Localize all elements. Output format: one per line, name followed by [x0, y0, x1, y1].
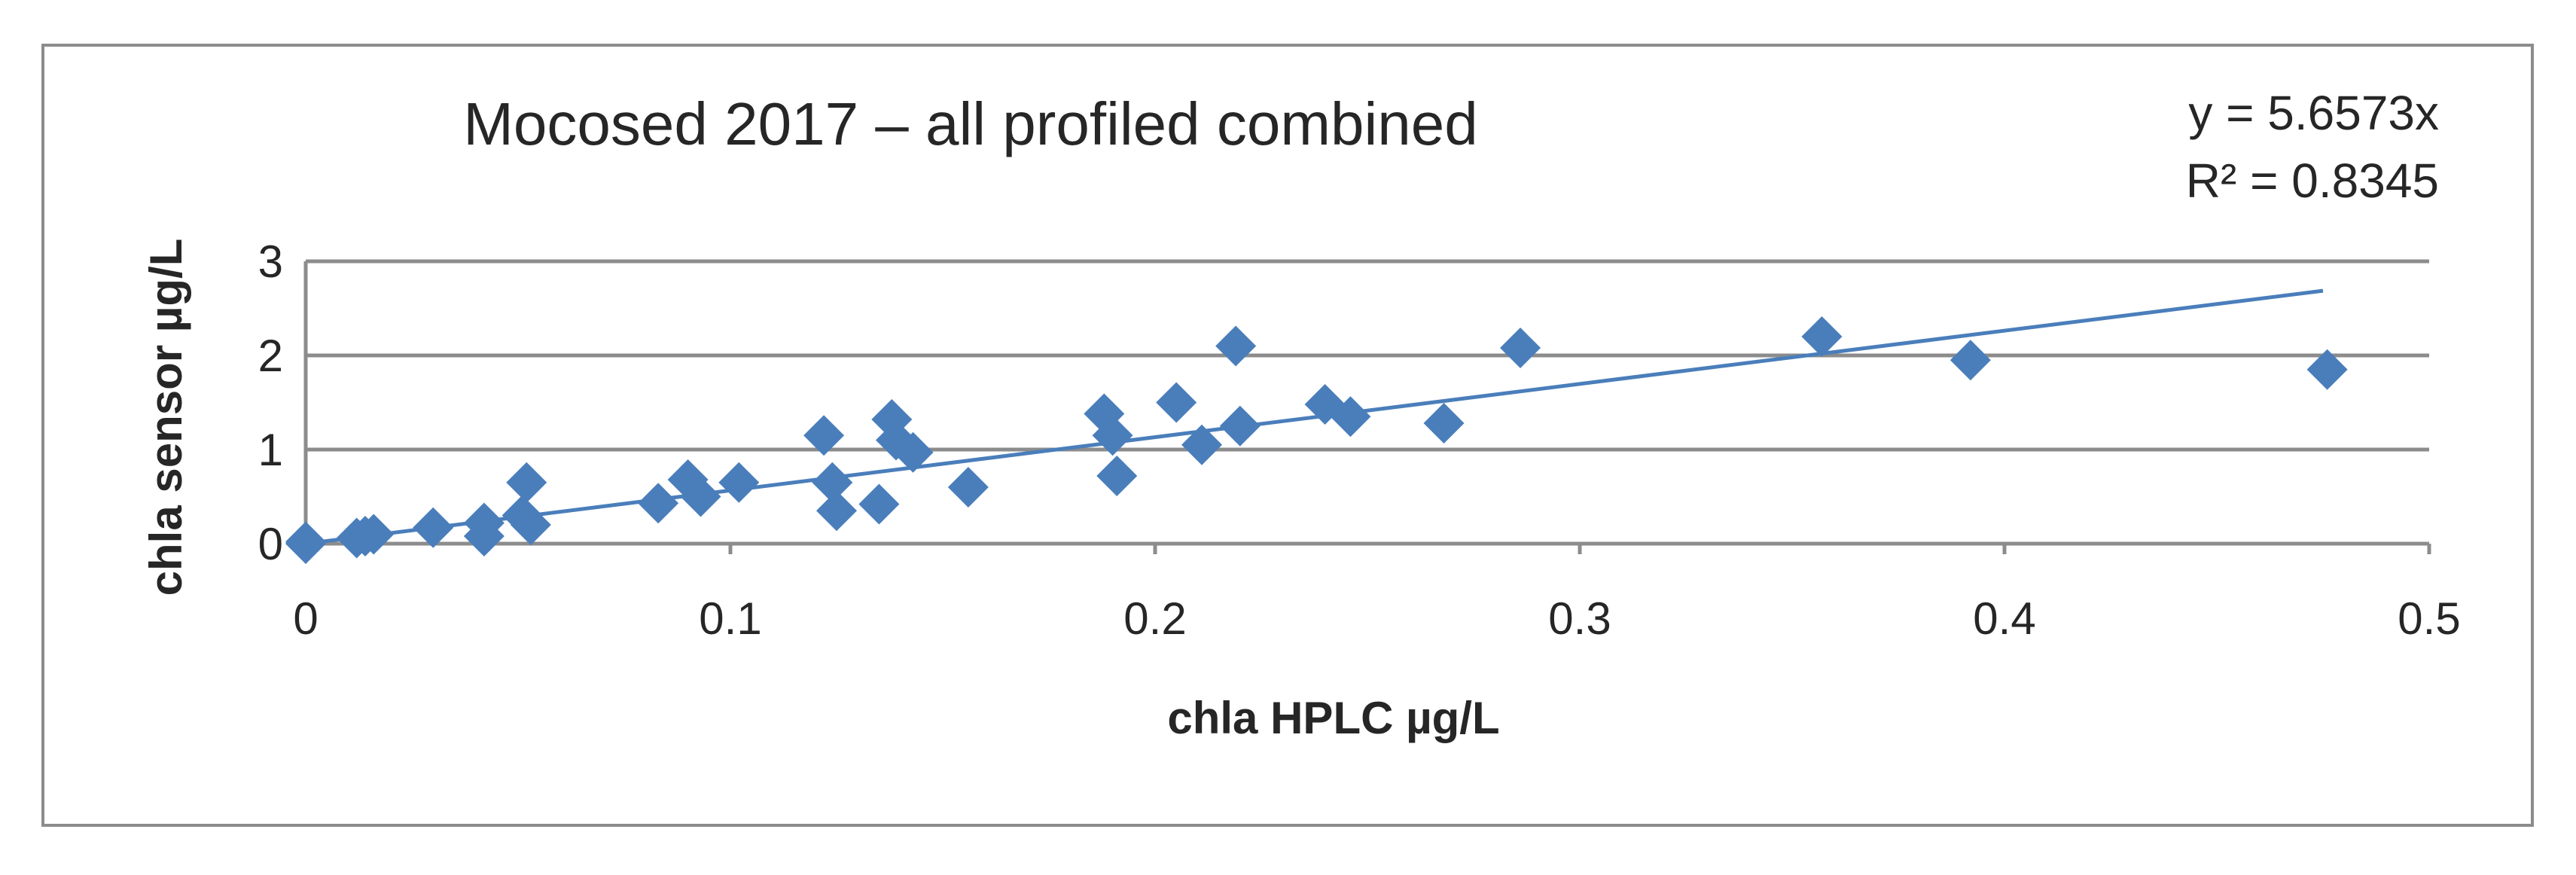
data-point — [892, 431, 934, 473]
data-point — [1330, 396, 1371, 438]
trendline-r-squared: R² = 0.8345 — [2186, 154, 2439, 208]
y-tick-label: 1 — [258, 425, 283, 475]
data-point — [1950, 340, 1991, 381]
x-tick-label: 0.3 — [1548, 593, 1611, 644]
data-point — [506, 462, 547, 503]
data-point — [1801, 316, 1843, 357]
data-point — [413, 507, 454, 548]
x-axis-label: chla HPLC µg/L — [1167, 693, 1499, 743]
data-point — [463, 516, 505, 556]
y-axis-label: chla sensor µg/L — [141, 239, 191, 596]
x-tick-label: 0 — [293, 593, 318, 644]
x-tick-label: 0.4 — [1973, 593, 2035, 644]
data-point — [285, 521, 326, 562]
data-point — [947, 467, 989, 508]
data-point — [2306, 349, 2348, 390]
data-point — [718, 462, 760, 503]
data-point — [1219, 405, 1261, 447]
data-point — [1181, 424, 1223, 465]
chart-frame: Mocosed 2017 – all profiled combined y =… — [41, 44, 2534, 827]
x-tick-label: 0.5 — [2398, 593, 2460, 644]
gridlines — [303, 259, 2431, 554]
data-point — [353, 514, 395, 555]
chart-title: Mocosed 2017 – all profiled combined — [463, 90, 1478, 157]
y-tick-label: 3 — [258, 236, 283, 287]
data-point — [680, 476, 721, 517]
data-point — [638, 483, 679, 524]
trendline-equation: y = 5.6573x — [2188, 86, 2439, 140]
data-point — [1500, 328, 1541, 368]
y-tick-label: 2 — [258, 331, 283, 381]
data-points — [285, 316, 2348, 564]
x-tick-label: 0.1 — [699, 593, 761, 644]
data-point — [816, 490, 857, 532]
data-point — [812, 462, 853, 503]
data-point — [1215, 325, 1257, 367]
x-tick-label: 0.2 — [1123, 593, 1186, 644]
data-point — [1096, 456, 1138, 496]
scatter-chart: Mocosed 2017 – all profiled combined y =… — [141, 86, 2461, 743]
y-tick-label: 0 — [258, 519, 283, 569]
data-point — [1423, 403, 1465, 444]
data-point — [1092, 415, 1133, 456]
data-point — [510, 505, 551, 545]
data-point — [858, 483, 900, 525]
data-point — [803, 415, 845, 456]
data-point — [1156, 382, 1197, 423]
tick-labels: 0 1 2 3 0 0.1 0.2 0.3 0.4 0.5 — [258, 236, 2461, 644]
trendline-layer — [305, 288, 2324, 546]
trendline — [305, 288, 2324, 546]
